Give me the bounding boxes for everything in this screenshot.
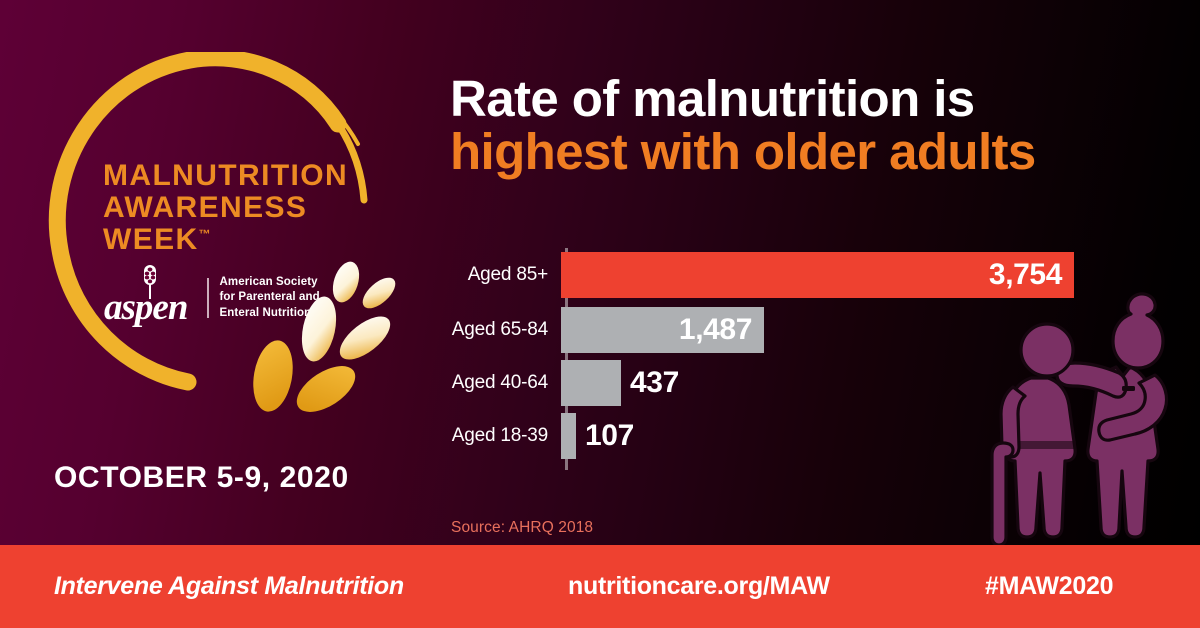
maw-title-line3: WEEK [103,223,199,257]
chart-bar-value: 437 [630,366,679,399]
banner-tagline: Intervene Against Malnutrition [54,572,404,600]
maw-title-line2: AWARENESS [103,191,308,225]
elderly-caregiver-illustration-icon [990,292,1169,545]
chart-bar [561,360,621,406]
chart-bar-value: 1,487 [678,313,752,346]
maw-title: MALNUTRITION AWARENESS WEEK™ [103,159,403,256]
logo-divider [207,278,209,318]
headline-line2: highest with older adults [450,123,1036,181]
trademark-symbol: ™ [198,227,211,242]
headline-line1: Rate of malnutrition is [450,70,975,127]
chart-bar [561,413,576,459]
wheat-spoon-icon [144,265,156,299]
banner-website[interactable]: nutritioncare.org/MAW [568,572,830,600]
chart-row: Aged 85+ 3,754 [440,252,1080,298]
chart-bar-track: 437 [558,360,1080,406]
gold-circle-arc-icon [48,52,368,391]
bottom-banner: Intervene Against Malnutrition nutrition… [0,545,1200,628]
wheat-grains-decoration-icon [253,261,396,412]
chart-bar: 3,754 [561,252,1074,298]
chart-rows: Aged 85+ 3,754 Aged 65-84 1,487 Aged 40-64 43… [440,248,1080,470]
maw-title-line3-wrap: WEEK™ [103,224,403,256]
chart-bar-value: 107 [585,419,634,452]
aspen-logo-lockup: aspen American Society for Parenteral an… [104,265,320,328]
chart-row: Aged 40-64 437 [440,360,1080,406]
aspen-tagline-line3: Enteral Nutrition [219,306,312,319]
chart-category-label: Aged 18-39 [451,425,548,446]
chart-bar-track: 3,754 [558,252,1080,298]
aspen-tagline-line2: for Parenteral and [219,291,320,304]
aspen-tagline: American Society for Parenteral and Ente… [220,275,320,321]
chart-source: Source: AHRQ 2018 [451,519,594,536]
chart-category-label: Aged 65-84 [451,319,548,340]
chart-bar-value: 3,754 [988,258,1062,291]
chart-category-label: Aged 40-64 [451,372,548,393]
chart-row: Aged 18-39 107 [440,413,1080,459]
maw-title-line1: MALNUTRITION [103,159,349,192]
chart-bar-track: 107 [558,413,1080,459]
chart-category-label: Aged 85+ [467,264,548,285]
bar-chart: Aged 85+ 3,754 Aged 65-84 1,487 Aged 40-64 43… [440,248,1080,470]
aspen-text: aspen [104,287,188,328]
chart-axis [565,248,568,470]
chart-bar-track: 1,487 [558,307,1080,353]
headline: Rate of malnutrition is highest with old… [450,72,1160,178]
logo-block: MALNUTRITION AWARENESS WEEK™ [0,0,430,545]
aspen-wordmark: aspen [104,265,196,328]
chart-bar: 1,487 [561,307,764,353]
aspen-tagline-line1: American Society [219,276,318,289]
chart-row: Aged 65-84 1,487 [440,307,1080,353]
banner-hashtag[interactable]: #MAW2020 [985,572,1114,600]
event-date: OCTOBER 5-9, 2020 [54,461,349,494]
